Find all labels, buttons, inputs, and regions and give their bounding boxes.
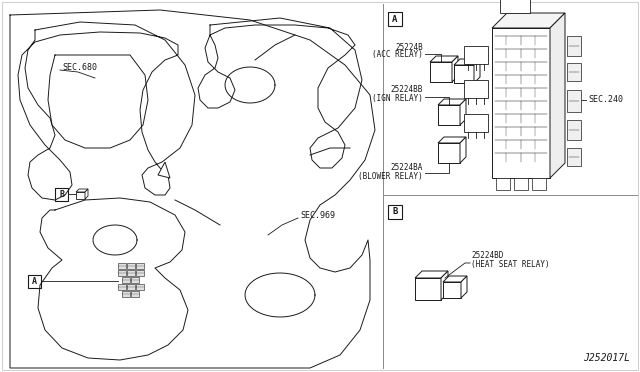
- Text: SEC.969: SEC.969: [300, 211, 335, 219]
- Bar: [464, 114, 488, 132]
- Polygon shape: [492, 13, 565, 28]
- Bar: [127, 263, 135, 269]
- Bar: [496, 178, 510, 190]
- Bar: [532, 178, 546, 190]
- Polygon shape: [430, 56, 458, 62]
- Polygon shape: [438, 99, 466, 105]
- Bar: [127, 270, 135, 276]
- Bar: [464, 80, 488, 98]
- Bar: [136, 263, 144, 269]
- Text: B: B: [392, 208, 397, 217]
- Bar: [118, 270, 126, 276]
- Text: A: A: [392, 15, 397, 23]
- Bar: [567, 90, 581, 112]
- Bar: [500, 0, 530, 13]
- Polygon shape: [452, 56, 458, 82]
- Bar: [136, 284, 144, 290]
- Polygon shape: [443, 276, 467, 282]
- Polygon shape: [85, 189, 88, 199]
- Polygon shape: [454, 59, 480, 65]
- Bar: [430, 62, 452, 82]
- Bar: [492, 28, 550, 178]
- Bar: [464, 46, 488, 64]
- Text: SEC.680: SEC.680: [62, 64, 97, 73]
- Bar: [131, 291, 139, 297]
- Bar: [118, 284, 126, 290]
- Bar: [415, 278, 441, 300]
- Bar: [127, 284, 135, 290]
- Polygon shape: [76, 189, 88, 192]
- Bar: [136, 270, 144, 276]
- Bar: [514, 178, 528, 190]
- Text: (IGN RELAY): (IGN RELAY): [372, 93, 423, 103]
- Bar: [443, 282, 461, 298]
- Bar: [567, 63, 581, 81]
- Text: 25224B: 25224B: [396, 42, 423, 51]
- Polygon shape: [460, 99, 466, 125]
- Bar: [118, 263, 126, 269]
- Text: J252017L: J252017L: [583, 353, 630, 363]
- Bar: [76, 192, 85, 199]
- Bar: [122, 291, 130, 297]
- Text: A: A: [32, 277, 37, 286]
- Polygon shape: [158, 162, 170, 178]
- Polygon shape: [461, 276, 467, 298]
- Polygon shape: [441, 271, 448, 300]
- Text: 25224BA: 25224BA: [390, 164, 423, 173]
- Text: SEC.240: SEC.240: [588, 96, 623, 105]
- Polygon shape: [550, 13, 565, 178]
- Bar: [438, 143, 460, 163]
- Text: (BLOWER RELAY): (BLOWER RELAY): [358, 171, 423, 180]
- Bar: [567, 36, 581, 56]
- Polygon shape: [438, 137, 466, 143]
- Text: 25224BB: 25224BB: [390, 86, 423, 94]
- Text: (HEAT SEAT RELAY): (HEAT SEAT RELAY): [471, 260, 550, 269]
- Text: B: B: [59, 190, 64, 199]
- Polygon shape: [415, 271, 448, 278]
- Bar: [567, 148, 581, 166]
- Bar: [454, 65, 474, 83]
- Text: (ACC RELAY): (ACC RELAY): [372, 51, 423, 60]
- Polygon shape: [460, 137, 466, 163]
- Bar: [131, 277, 139, 283]
- Bar: [122, 277, 130, 283]
- Bar: [438, 105, 460, 125]
- Bar: [567, 120, 581, 140]
- Polygon shape: [474, 59, 480, 83]
- Text: 25224BD: 25224BD: [471, 251, 504, 260]
